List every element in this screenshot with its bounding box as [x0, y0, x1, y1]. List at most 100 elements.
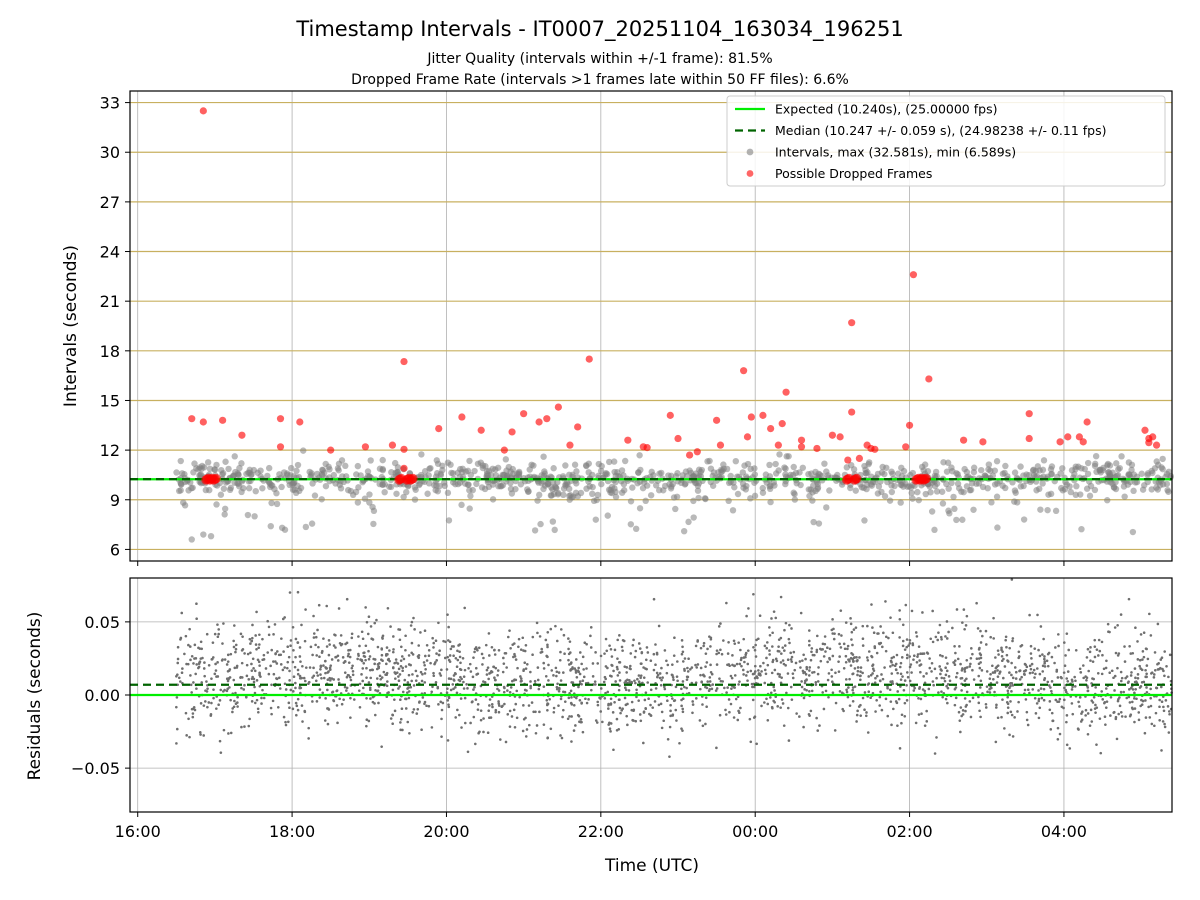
residual-point — [369, 676, 373, 680]
residual-point — [901, 675, 904, 678]
residual-point — [312, 614, 315, 618]
residual-point — [446, 655, 450, 659]
interval-point — [785, 453, 792, 460]
residual-point — [529, 680, 532, 683]
residual-point — [866, 624, 869, 628]
interval-point — [481, 485, 489, 493]
residual-point — [406, 720, 410, 724]
residual-point — [552, 674, 555, 677]
interval-point — [951, 505, 958, 513]
interval-point — [940, 459, 947, 466]
residual-point — [279, 663, 283, 666]
residual-point — [1013, 666, 1017, 669]
dropped-point — [238, 431, 246, 439]
interval-point — [325, 463, 332, 471]
residual-point — [830, 668, 833, 672]
residual-point — [575, 696, 578, 700]
residual-point — [1063, 686, 1066, 690]
interval-point — [993, 458, 1001, 465]
residual-point — [326, 671, 330, 674]
interval-point — [954, 480, 962, 487]
interval-point — [308, 470, 315, 477]
interval-point — [445, 517, 453, 524]
residual-point — [1145, 690, 1149, 694]
residual-point — [411, 710, 415, 714]
interval-point — [988, 499, 995, 506]
interval-point — [767, 498, 774, 506]
dropped-point — [1141, 426, 1149, 434]
interval-point — [740, 484, 747, 491]
residual-point — [411, 673, 414, 676]
dropped-point — [1083, 418, 1091, 426]
interval-point — [394, 469, 401, 476]
residual-point — [307, 682, 310, 686]
interval-point — [808, 470, 815, 477]
residual-point — [1078, 667, 1082, 671]
residual-point — [251, 636, 254, 640]
residual-point — [883, 666, 886, 669]
residual-point — [501, 670, 505, 674]
residual-point — [680, 687, 683, 691]
residual-point — [772, 699, 775, 703]
residual-point — [487, 709, 491, 713]
residual-point — [1092, 677, 1096, 681]
residual-point — [184, 634, 188, 638]
residual-point — [255, 610, 258, 614]
residual-point — [279, 687, 282, 690]
residual-point — [843, 647, 847, 651]
residual-point — [367, 657, 371, 661]
residual-point — [657, 703, 661, 707]
residual-point — [302, 676, 306, 680]
residual-point — [1135, 681, 1139, 685]
residual-point — [641, 681, 644, 685]
residual-point — [754, 643, 757, 647]
residual-point — [512, 708, 516, 712]
residual-point — [347, 674, 351, 677]
interval-point — [335, 467, 342, 474]
interval-point — [694, 487, 702, 494]
interval-point — [909, 469, 916, 477]
residual-point — [946, 701, 949, 705]
residual-point — [852, 691, 855, 695]
residual-point — [463, 668, 467, 672]
dropped-point — [848, 319, 856, 327]
interval-point — [1040, 457, 1048, 464]
residual-point — [1113, 674, 1117, 678]
residual-point — [519, 675, 522, 678]
dropped-point — [624, 436, 632, 444]
residual-point — [752, 592, 755, 596]
interval-point — [985, 461, 993, 468]
residual-point — [1039, 625, 1043, 628]
residual-point — [681, 680, 685, 683]
residual-point — [322, 664, 325, 667]
interval-point — [782, 465, 789, 472]
interval-point — [267, 483, 274, 491]
residual-point — [185, 662, 188, 666]
residual-point — [364, 644, 368, 648]
interval-point — [621, 457, 629, 465]
residual-point — [805, 665, 809, 669]
residual-point — [871, 667, 875, 671]
residual-point — [465, 683, 468, 686]
residual-point — [318, 655, 321, 659]
interval-point — [458, 501, 465, 509]
residual-point — [258, 664, 261, 667]
residual-point — [356, 657, 359, 661]
residual-point — [1119, 690, 1123, 694]
top-y-tick-label: 30 — [100, 143, 120, 162]
residual-point — [844, 678, 848, 681]
residual-point — [787, 739, 791, 742]
dropped-point — [747, 413, 755, 421]
residual-point — [791, 676, 795, 680]
residual-point — [695, 666, 699, 669]
residual-point — [856, 666, 860, 669]
residual-point — [769, 691, 773, 695]
residual-point — [440, 735, 443, 738]
residual-point — [718, 677, 721, 680]
interval-point — [1017, 463, 1024, 470]
residual-point — [458, 679, 462, 683]
residual-point — [618, 698, 621, 702]
residual-point — [266, 651, 270, 654]
dropped-point — [400, 445, 408, 453]
residual-point — [448, 640, 452, 644]
